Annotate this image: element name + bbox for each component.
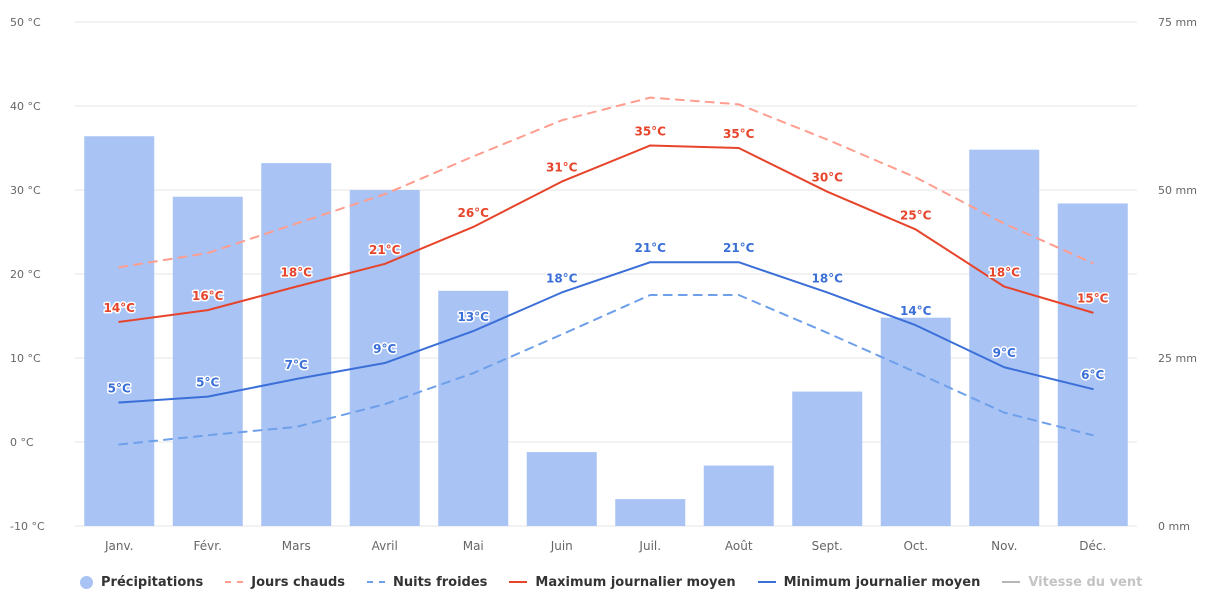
gridlines — [75, 21, 1137, 527]
max-temp-label: 35°C — [634, 124, 666, 138]
max-temp-label: 35°C — [723, 127, 755, 141]
precipitation-bar-1[interactable] — [172, 196, 243, 526]
precipitation-bar-8[interactable] — [792, 391, 863, 526]
y-axis-left-tick-label: -10 °C — [10, 520, 45, 533]
x-axis-month-label: Oct. — [903, 539, 928, 553]
x-axis-month-label: Janv. — [104, 539, 133, 553]
legend-item-3[interactable]: Maximum journalier moyen — [509, 574, 736, 590]
y-axis-left-tick-label: 20 °C — [10, 268, 41, 281]
min-temp-label: 13°C — [457, 310, 489, 324]
y-axis-left-tick-label: 30 °C — [10, 184, 41, 197]
x-axis-month-label: Nov. — [991, 539, 1017, 553]
y-axis-right-tick-label: 25 mm — [1158, 352, 1197, 365]
legend-label: Vitesse du vent — [1028, 574, 1143, 590]
legend-label: Précipitations — [101, 574, 204, 590]
x-axis-month-label: Sept. — [812, 539, 843, 553]
precipitation-bar-2[interactable] — [261, 163, 332, 526]
min-temp-label: 21°C — [634, 241, 666, 255]
legend-item-2[interactable]: Nuits froides — [367, 575, 487, 590]
min-temp-label: 5°C — [196, 376, 219, 390]
x-axis-month-label: Déc. — [1079, 539, 1106, 553]
min-temp-label: 5°C — [108, 382, 131, 396]
min-temp-label: 18°C — [811, 271, 843, 285]
legend-dashed-line-icon — [225, 581, 244, 583]
max-temp-label: 18°C — [280, 266, 312, 280]
precipitation-bar-6[interactable] — [615, 499, 686, 526]
precipitation-bars — [84, 136, 1128, 527]
y-axis-right-tick-label: 75 mm — [1158, 16, 1197, 29]
legend-line-icon — [509, 581, 528, 583]
min-temp-label: 18°C — [546, 271, 578, 285]
x-axis-month-label: Mars — [282, 539, 311, 553]
x-axis-month-label: Mai — [463, 539, 484, 553]
y-axis-left-tick-label: 10 °C — [10, 352, 41, 365]
series-line-2[interactable] — [118, 294, 1094, 446]
max-temp-label: 18°C — [988, 266, 1020, 280]
max-temp-label: 16°C — [192, 289, 224, 303]
max-temp-label: 15°C — [1077, 292, 1109, 306]
precipitation-bar-4[interactable] — [438, 290, 509, 526]
max-temp-label: 31°C — [546, 161, 578, 175]
legend-item-4[interactable]: Minimum journalier moyen — [757, 574, 981, 590]
min-temp-label: 7°C — [285, 358, 308, 372]
legend-dashed-line-icon — [367, 581, 385, 583]
legend-label: Jours chauds — [251, 574, 345, 590]
x-axis-month-label: Août — [725, 539, 753, 553]
legend-item-5[interactable]: Vitesse du vent — [1002, 575, 1142, 590]
x-axis-month-label: Juil. — [638, 539, 661, 553]
series-line-1[interactable] — [118, 96, 1094, 269]
max-temp-label: 25°C — [900, 208, 932, 222]
series-line-3[interactable] — [118, 144, 1094, 323]
series-line-4[interactable] — [118, 261, 1094, 404]
precipitation-bar-9[interactable] — [880, 317, 951, 526]
min-temp-label: 9°C — [373, 342, 396, 356]
legend: Précipitations Jours chauds Nuits froides M… — [80, 571, 1142, 593]
precipitation-bar-3[interactable] — [349, 190, 420, 526]
legend-label: Nuits froides — [393, 574, 488, 590]
x-axis-month-label: Avril — [372, 539, 398, 553]
max-temp-label: 14°C — [103, 301, 135, 315]
x-axis-month-label: Févr. — [194, 539, 222, 553]
legend-line-icon — [1002, 581, 1021, 583]
min-temp-label: 14°C — [900, 304, 932, 318]
legend-label: Minimum journalier moyen — [783, 574, 981, 590]
y-axis-right-tick-label: 50 mm — [1158, 184, 1197, 197]
max-temp-label: 30°C — [811, 171, 843, 185]
legend-label: Maximum journalier moyen — [535, 574, 736, 590]
min-temp-label: 9°C — [993, 346, 1016, 360]
min-temp-label: 6°C — [1081, 368, 1104, 382]
y-axis-right-tick-label: 0 mm — [1158, 520, 1190, 533]
precipitation-bar-5[interactable] — [526, 452, 597, 526]
max-temp-label: 21°C — [369, 243, 401, 257]
min-temp-label: 21°C — [723, 241, 755, 255]
legend-item-1[interactable]: Jours chauds — [225, 575, 345, 590]
precipitation-bar-11[interactable] — [1057, 203, 1128, 526]
y-axis-left-tick-label: 0 °C — [10, 436, 34, 449]
precipitation-bar-7[interactable] — [703, 465, 774, 526]
max-temp-label: 26°C — [457, 206, 489, 220]
precipitation-bar-10[interactable] — [969, 149, 1040, 526]
legend-item-0[interactable]: Précipitations — [80, 575, 203, 590]
precipitation-bar-0[interactable] — [84, 136, 155, 527]
y-axis-left-tick-label: 40 °C — [10, 100, 41, 113]
legend-line-icon — [757, 581, 776, 583]
x-axis-month-label: Juin — [550, 539, 573, 553]
y-axis-left-tick-label: 50 °C — [10, 16, 41, 29]
legend-dot-icon — [80, 575, 93, 589]
